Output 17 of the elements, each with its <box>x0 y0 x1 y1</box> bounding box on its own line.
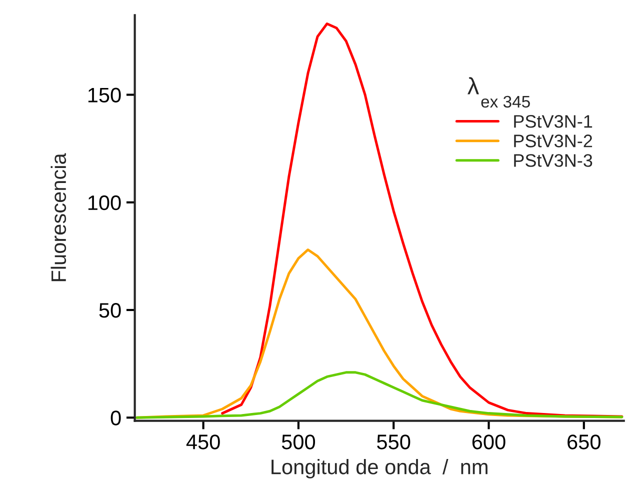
x-tick-label: 600 <box>472 434 506 450</box>
x-axis-title: Longitud de onda / nm <box>272 459 488 478</box>
y-tick-label: 100 <box>88 195 121 210</box>
legend-title: λex 345 <box>468 77 530 108</box>
x-tick-label: 450 <box>186 434 220 450</box>
y-tick-label: 0 <box>110 410 121 426</box>
legend-label: PStV3N-2 <box>514 134 592 148</box>
y-tick-label: 50 <box>99 302 121 318</box>
line-series <box>135 371 624 419</box>
x-tick-label: 650 <box>568 434 600 450</box>
legend-label: PStV3N-3 <box>514 154 592 167</box>
y-axis-title: Fluorescencia <box>50 153 66 282</box>
legend-label: PStV3N-1 <box>514 115 592 128</box>
x-tick-label: 550 <box>377 434 410 450</box>
x-tick-label: 500 <box>282 434 316 450</box>
y-tick-label: 150 <box>88 88 121 103</box>
line-series <box>221 22 624 418</box>
